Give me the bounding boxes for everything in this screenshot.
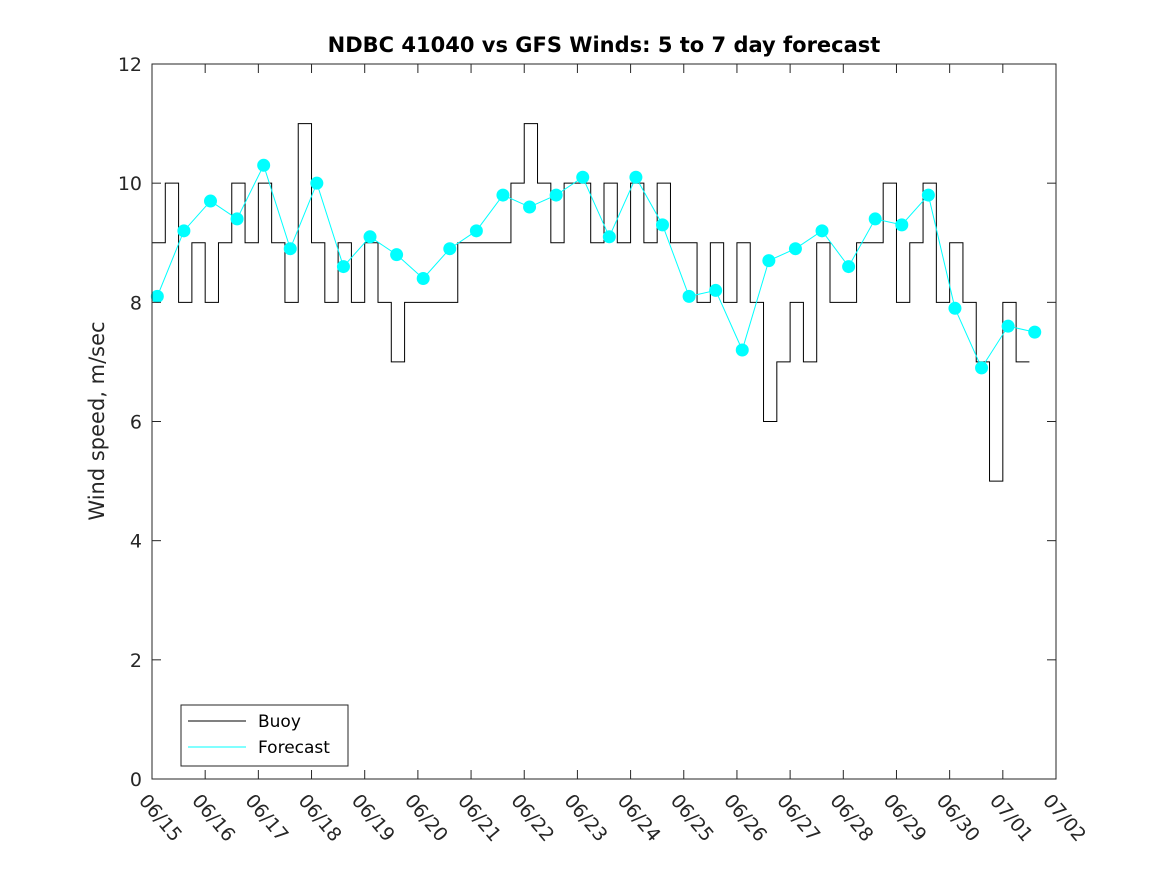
y-tick-label: 12 [118, 54, 142, 76]
forecast-point [177, 224, 191, 238]
forecast-point [416, 272, 430, 285]
y-tick-label: 0 [130, 769, 142, 791]
forecast-point [762, 254, 776, 268]
x-tick-label: 06/15 [134, 790, 186, 846]
forecast-point [257, 158, 271, 172]
forecast-point [629, 170, 643, 184]
forecast-point [735, 343, 749, 357]
forecast-point [815, 224, 829, 238]
x-tick-label: 06/30 [932, 790, 984, 846]
x-tick-label: 06/19 [347, 790, 399, 846]
forecast-point [496, 188, 510, 202]
x-tick-label: 06/27 [772, 790, 824, 846]
buoy-line [152, 123, 1030, 482]
y-tick-label: 4 [130, 531, 142, 553]
x-tick-label: 06/29 [879, 790, 931, 846]
forecast-point [549, 188, 563, 202]
forecast-point [868, 212, 882, 226]
forecast-point [203, 194, 217, 208]
forecast-point [469, 224, 483, 238]
forecast-point [842, 260, 856, 274]
y-tick-label: 10 [118, 173, 142, 195]
x-tick-label: 06/26 [719, 790, 771, 846]
forecast-point [150, 289, 164, 303]
x-tick-label: 06/22 [506, 790, 558, 846]
chart-title: NDBC 41040 vs GFS Winds: 5 to 7 day fore… [328, 33, 881, 57]
x-tick-label: 06/16 [187, 790, 239, 846]
x-tick-label: 06/23 [560, 790, 612, 846]
forecast-point [655, 218, 669, 232]
forecast-point [921, 188, 935, 202]
y-axis-label: Wind speed, m/sec [85, 321, 109, 520]
forecast-point [576, 170, 590, 184]
x-tick-label: 06/18 [294, 790, 346, 846]
forecast-series [150, 158, 1042, 375]
forecast-point [1028, 325, 1042, 339]
legend: Buoy Forecast [180, 704, 349, 767]
forecast-point [895, 218, 909, 232]
y-tick-label: 2 [130, 650, 142, 672]
buoy-series [152, 123, 1030, 482]
forecast-point [682, 289, 696, 303]
x-tick-label: 07/01 [985, 790, 1037, 846]
forecast-point [336, 260, 350, 274]
forecast-point [310, 176, 324, 190]
forecast-point [523, 200, 537, 214]
plot-background [152, 64, 1056, 779]
legend-buoy-label: Buoy [258, 712, 301, 732]
forecast-point [709, 283, 723, 297]
x-tick-label: 07/02 [1038, 790, 1090, 846]
y-tick-label: 6 [130, 412, 142, 434]
x-tick-label: 06/20 [400, 790, 452, 846]
x-tick-label: 06/21 [453, 790, 505, 846]
forecast-point [390, 248, 404, 262]
forecast-line [156, 163, 1035, 369]
x-tick-label: 06/28 [825, 790, 877, 846]
forecast-point [975, 361, 989, 375]
forecast-point [1001, 319, 1015, 333]
forecast-point [602, 230, 616, 244]
forecast-point [788, 242, 802, 256]
y-tick-label: 8 [130, 292, 142, 314]
forecast-point [283, 242, 297, 256]
x-tick-label: 06/25 [666, 790, 718, 846]
legend-box [180, 704, 349, 767]
forecast-point [363, 230, 377, 244]
x-tick-label: 06/24 [613, 790, 665, 846]
forecast-point [230, 212, 244, 226]
forecast-point [948, 301, 962, 315]
plot-area [152, 64, 1056, 779]
legend-forecast-label: Forecast [258, 738, 330, 758]
x-tick-label: 06/17 [241, 790, 293, 846]
forecast-point [443, 242, 457, 256]
